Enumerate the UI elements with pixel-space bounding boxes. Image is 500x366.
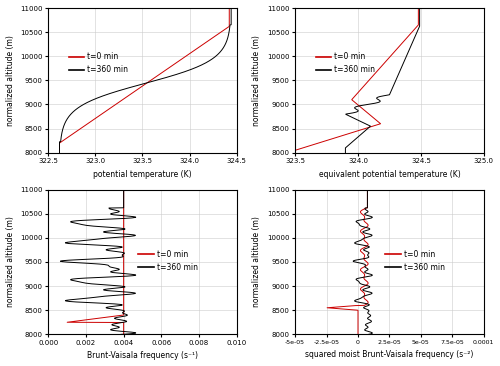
X-axis label: equivalent potential temperature (K): equivalent potential temperature (K): [318, 170, 460, 179]
t=360 min: [213, 54, 219, 58]
t=0 min: [360, 85, 366, 89]
t=0 min: [120, 236, 126, 240]
t=0 min: [201, 42, 207, 46]
t=0 min: [398, 42, 404, 46]
t=0 min: [80, 125, 86, 129]
t=0 min: [388, 54, 394, 58]
t=0 min: [226, 6, 232, 10]
Line: t=0 min: t=0 min: [60, 8, 230, 153]
t=0 min: [292, 150, 298, 155]
t=360 min: [128, 85, 134, 89]
Line: t=360 min: t=360 min: [60, 190, 136, 334]
t=0 min: [358, 247, 364, 251]
X-axis label: squared moist Brunt-Vaisala frequency (s⁻²): squared moist Brunt-Vaisala frequency (s…: [305, 350, 474, 359]
Legend: t=0 min, t=360 min: t=0 min, t=360 min: [314, 51, 376, 76]
Line: t=360 min: t=360 min: [353, 190, 372, 334]
t=360 min: [118, 332, 124, 336]
t=360 min: [360, 295, 366, 299]
t=0 min: [120, 187, 126, 192]
t=0 min: [56, 150, 62, 155]
t=360 min: [346, 113, 352, 118]
t=360 min: [404, 54, 409, 58]
Line: t=0 min: t=0 min: [295, 8, 418, 153]
t=360 min: [364, 187, 370, 192]
t=360 min: [416, 6, 422, 10]
Legend: t=0 min, t=360 min: t=0 min, t=360 min: [137, 249, 200, 273]
t=360 min: [109, 236, 115, 240]
t=0 min: [120, 332, 126, 336]
Line: t=360 min: t=360 min: [60, 8, 231, 153]
t=0 min: [183, 54, 189, 58]
X-axis label: Brunt-Vaisala frequency (s⁻¹): Brunt-Vaisala frequency (s⁻¹): [87, 351, 198, 361]
Line: t=0 min: t=0 min: [67, 190, 124, 334]
t=360 min: [366, 125, 372, 129]
t=360 min: [108, 307, 114, 311]
t=360 min: [362, 247, 368, 251]
X-axis label: potential temperature (K): potential temperature (K): [93, 170, 192, 179]
t=0 min: [120, 223, 126, 228]
t=0 min: [364, 187, 370, 192]
t=0 min: [361, 295, 367, 299]
t=360 min: [193, 65, 199, 70]
t=0 min: [358, 267, 364, 271]
t=0 min: [120, 247, 126, 251]
t=360 min: [364, 267, 370, 271]
t=360 min: [60, 125, 66, 129]
t=360 min: [357, 223, 363, 228]
t=0 min: [368, 113, 374, 118]
t=0 min: [120, 307, 126, 311]
Line: t=0 min: t=0 min: [327, 190, 368, 334]
Y-axis label: normalized altitude (m): normalized altitude (m): [6, 217, 15, 307]
t=360 min: [222, 42, 228, 46]
t=0 min: [355, 332, 361, 336]
Y-axis label: normalized altitude (m): normalized altitude (m): [252, 35, 262, 126]
t=0 min: [96, 113, 102, 118]
t=0 min: [378, 65, 384, 70]
t=360 min: [106, 247, 112, 251]
t=360 min: [366, 332, 372, 336]
t=0 min: [120, 267, 126, 271]
t=360 min: [398, 65, 404, 70]
t=360 min: [66, 113, 72, 118]
t=0 min: [166, 65, 172, 70]
t=0 min: [365, 223, 371, 228]
Y-axis label: normalized altitude (m): normalized altitude (m): [252, 217, 262, 307]
t=360 min: [362, 307, 368, 311]
t=360 min: [362, 236, 368, 240]
t=360 min: [56, 150, 62, 155]
t=360 min: [116, 267, 121, 271]
t=360 min: [84, 223, 90, 228]
t=360 min: [228, 6, 234, 10]
t=0 min: [416, 6, 422, 10]
t=0 min: [120, 295, 126, 299]
Legend: t=0 min, t=360 min: t=0 min, t=360 min: [67, 51, 130, 76]
t=360 min: [409, 42, 415, 46]
t=0 min: [362, 236, 368, 240]
t=0 min: [367, 125, 373, 129]
t=0 min: [138, 85, 143, 89]
t=0 min: [336, 307, 342, 311]
t=360 min: [390, 85, 396, 89]
t=360 min: [93, 295, 99, 299]
t=360 min: [342, 150, 348, 155]
Legend: t=0 min, t=360 min: t=0 min, t=360 min: [384, 249, 446, 273]
Line: t=360 min: t=360 min: [346, 8, 420, 153]
Y-axis label: normalized altitude (m): normalized altitude (m): [6, 35, 15, 126]
t=360 min: [120, 187, 126, 192]
